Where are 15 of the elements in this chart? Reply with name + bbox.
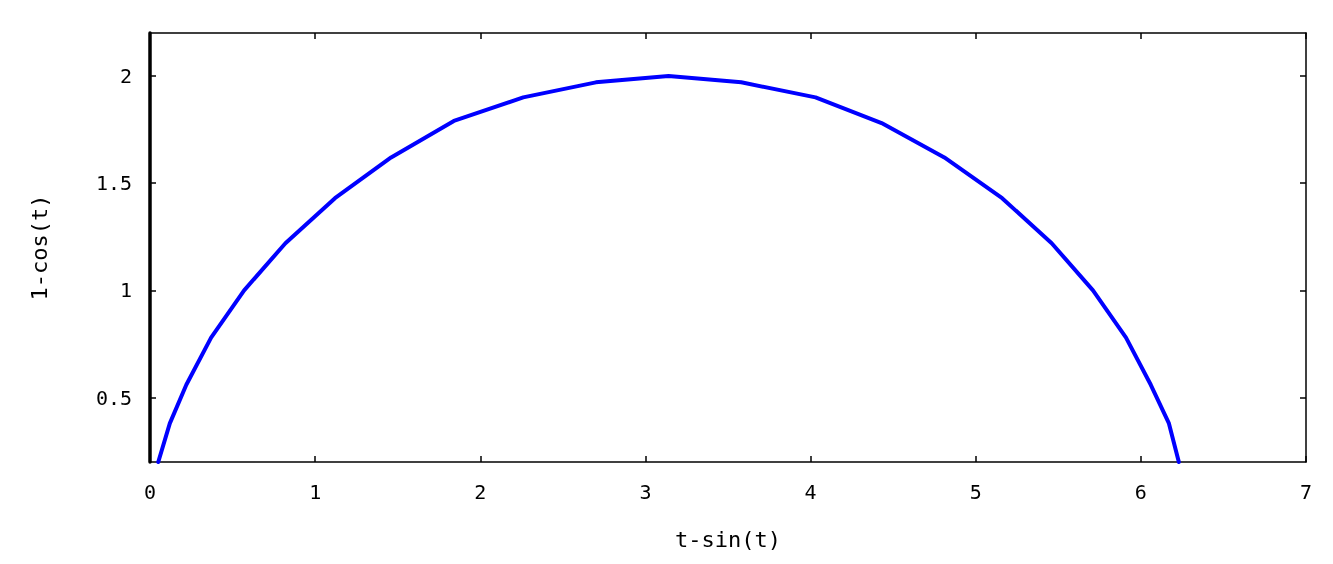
x-tick-label: 6 [1134, 480, 1147, 504]
x-axis-title: t-sin(t) [675, 526, 781, 552]
x-tick-label: 5 [969, 480, 982, 504]
y-tick-label: 2 [119, 63, 132, 88]
x-tick-label: 0 [143, 480, 157, 504]
x-tick-label: 1 [309, 480, 322, 504]
y-tick-label: 1 [119, 278, 132, 303]
y-tick-label: 1.5 [95, 171, 132, 196]
x-tick-label: 7 [1299, 480, 1313, 504]
x-tick-label: 2 [474, 480, 487, 504]
line-series [156, 73, 1181, 464]
x-tick-label: 4 [804, 480, 817, 504]
y-axis-title: 1-cos(t) [26, 194, 52, 301]
y-tick-label: 0.5 [95, 385, 132, 410]
x-tick-label: 3 [639, 480, 652, 504]
